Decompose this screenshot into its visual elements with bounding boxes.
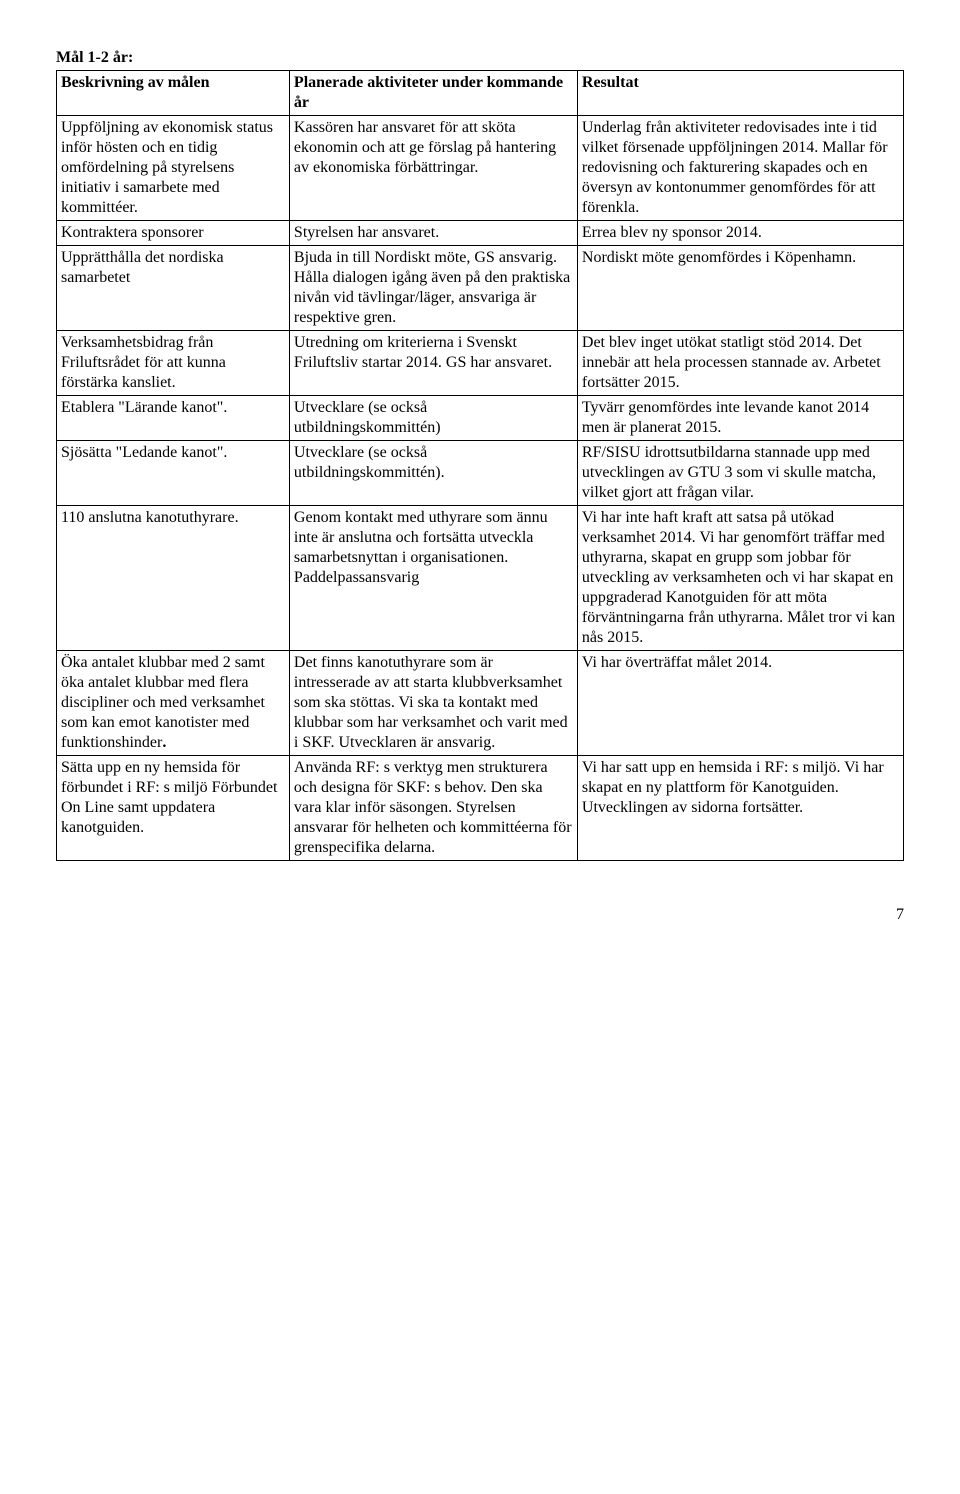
table-cell: Vi har överträffat målet 2014. — [577, 651, 903, 756]
section-heading: Mål 1-2 år: — [56, 48, 904, 68]
table-header-cell: Planerade aktiviteter under kommande år — [289, 71, 577, 116]
table-row: Upprätthålla det nordiska samarbetetBjud… — [57, 246, 904, 331]
table-cell: Styrelsen har ansvaret. — [289, 221, 577, 246]
table-cell: Underlag från aktiviteter redovisades in… — [577, 116, 903, 221]
table-row: Kontraktera sponsorerStyrelsen har ansva… — [57, 221, 904, 246]
table-row: Sätta upp en ny hemsida för förbundet i … — [57, 756, 904, 861]
table-cell: Kassören har ansvaret för att sköta ekon… — [289, 116, 577, 221]
table-cell: Utvecklare (se också utbildningskommitté… — [289, 441, 577, 506]
table-cell: Nordiskt möte genomfördes i Köpenhamn. — [577, 246, 903, 331]
table-cell: Genom kontakt med uthyrare som ännu inte… — [289, 506, 577, 651]
table-row: Verksamhetsbidrag från Friluftsrådet för… — [57, 331, 904, 396]
table-cell: Upprätthålla det nordiska samarbetet — [57, 246, 290, 331]
table-cell: Sätta upp en ny hemsida för förbundet i … — [57, 756, 290, 861]
table-cell: Bjuda in till Nordiskt möte, GS ansvarig… — [289, 246, 577, 331]
table-cell: Det finns kanotuthyrare som är intresser… — [289, 651, 577, 756]
goals-table: Beskrivning av målenPlanerade aktivitete… — [56, 70, 904, 861]
table-cell: Öka antalet klubbar med 2 samt öka antal… — [57, 651, 290, 756]
table-row: Etablera "Lärande kanot".Utvecklare (se … — [57, 396, 904, 441]
table-header-cell: Resultat — [577, 71, 903, 116]
table-row: Öka antalet klubbar med 2 samt öka antal… — [57, 651, 904, 756]
table-cell: RF/SISU idrottsutbildarna stannade upp m… — [577, 441, 903, 506]
table-cell: Sjösätta "Ledande kanot". — [57, 441, 290, 506]
table-cell: Utvecklare (se också utbildningskommitté… — [289, 396, 577, 441]
table-row: Sjösätta "Ledande kanot".Utvecklare (se … — [57, 441, 904, 506]
table-cell: Etablera "Lärande kanot". — [57, 396, 290, 441]
table-cell: Använda RF: s verktyg men strukturera oc… — [289, 756, 577, 861]
page-number: 7 — [56, 905, 904, 925]
table-cell: 110 anslutna kanotuthyrare. — [57, 506, 290, 651]
table-cell: Kontraktera sponsorer — [57, 221, 290, 246]
table-cell: Det blev inget utökat statligt stöd 2014… — [577, 331, 903, 396]
table-cell: Vi har inte haft kraft att satsa på utök… — [577, 506, 903, 651]
table-cell: Utredning om kriterierna i Svenskt Frilu… — [289, 331, 577, 396]
table-row: 110 anslutna kanotuthyrare.Genom kontakt… — [57, 506, 904, 651]
table-cell: Tyvärr genomfördes inte levande kanot 20… — [577, 396, 903, 441]
table-cell: Vi har satt upp en hemsida i RF: s miljö… — [577, 756, 903, 861]
table-cell: Uppföljning av ekonomisk status inför hö… — [57, 116, 290, 221]
table-cell: Errea blev ny sponsor 2014. — [577, 221, 903, 246]
table-header-cell: Beskrivning av målen — [57, 71, 290, 116]
table-row: Uppföljning av ekonomisk status inför hö… — [57, 116, 904, 221]
table-cell: Verksamhetsbidrag från Friluftsrådet för… — [57, 331, 290, 396]
